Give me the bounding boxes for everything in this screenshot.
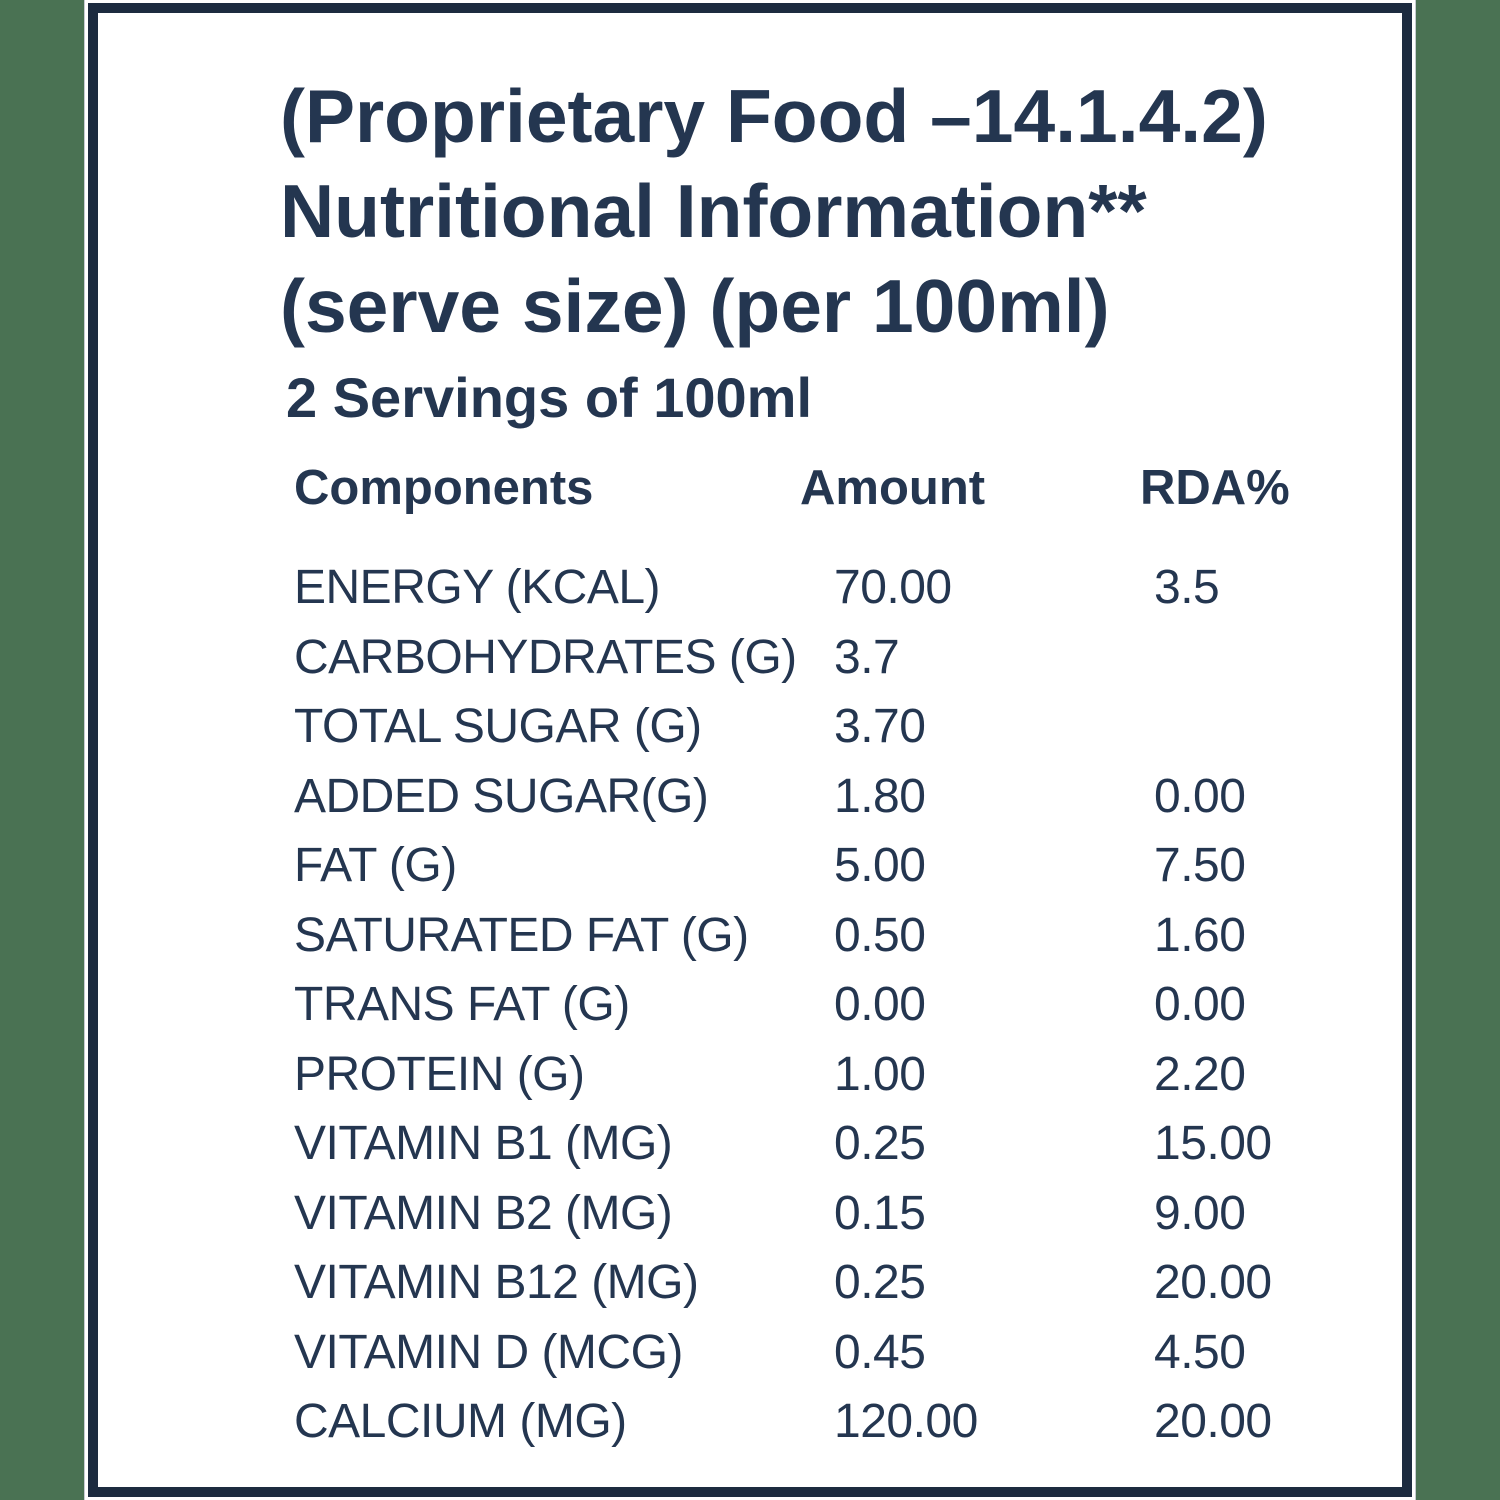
nutrient-amount: 0.25: [834, 1256, 926, 1310]
nutrient-amount: 5.00: [834, 839, 926, 893]
nutrient-amount: 3.7: [834, 630, 900, 684]
title-line-3: (serve size) (per 100ml): [280, 264, 1110, 348]
nutrient-name: VITAMIN B12 (MG): [294, 1256, 699, 1310]
nutrient-name: CARBOHYDRATES (G): [294, 630, 797, 684]
nutrition-label-card: (Proprietary Food –14.1.4.2) Nutritional…: [88, 3, 1412, 1497]
nutrition-table: Components Amount RDA% ENERGY (KCAL) 70.…: [294, 457, 1474, 1448]
table-body: ENERGY (KCAL) 70.00 3.5 CARBOHYDRATES (G…: [294, 553, 1474, 1457]
nutrient-rda: 4.50: [1154, 1325, 1246, 1379]
nutrient-row-total-sugar: TOTAL SUGAR (G) 3.70: [294, 692, 1474, 762]
nutrient-row-protein: PROTEIN (G) 1.00 2.20: [294, 1040, 1474, 1110]
column-header-components: Components: [294, 461, 594, 515]
label-title: (Proprietary Food –14.1.4.2) Nutritional…: [280, 69, 1268, 354]
nutrient-rda: 20.00: [1154, 1256, 1272, 1310]
nutrient-name: TOTAL SUGAR (G): [294, 700, 702, 754]
table-header-row: Components Amount RDA%: [294, 457, 1474, 519]
nutrient-amount: 0.25: [834, 1117, 926, 1171]
nutrient-name: CALCIUM (MG): [294, 1395, 627, 1449]
column-header-rda: RDA%: [1140, 461, 1290, 515]
servings-line: 2 Servings of 100ml: [286, 366, 813, 429]
nutrient-row-vitamin-b2: VITAMIN B2 (MG) 0.15 9.00: [294, 1179, 1474, 1249]
nutrient-name: VITAMIN B2 (MG): [294, 1186, 673, 1240]
nutrient-rda: 20.00: [1154, 1395, 1272, 1449]
nutrient-row-vitamin-b12: VITAMIN B12 (MG) 0.25 20.00: [294, 1248, 1474, 1318]
nutrient-name: TRANS FAT (G): [294, 978, 630, 1032]
nutrient-name: ENERGY (KCAL): [294, 561, 661, 615]
nutrient-rda: 15.00: [1154, 1117, 1272, 1171]
nutrient-name: VITAMIN D (MCG): [294, 1325, 683, 1379]
nutrient-row-trans-fat: TRANS FAT (G) 0.00 0.00: [294, 970, 1474, 1040]
nutrient-name: ADDED SUGAR(G): [294, 769, 709, 823]
nutrient-rda: 1.60: [1154, 908, 1246, 962]
nutrient-row-added-sugar: ADDED SUGAR(G) 1.80 0.00: [294, 762, 1474, 832]
nutrient-amount: 0.00: [834, 978, 926, 1032]
nutrient-row-saturated-fat: SATURATED FAT (G) 0.50 1.60: [294, 901, 1474, 971]
nutrient-rda: 0.00: [1154, 978, 1246, 1032]
nutrient-amount: 0.50: [834, 908, 926, 962]
title-line-2: Nutritional Information**: [280, 169, 1147, 253]
nutrient-row-carbohydrates: CARBOHYDRATES (G) 3.7: [294, 623, 1474, 693]
nutrient-name: PROTEIN (G): [294, 1047, 585, 1101]
nutrient-rda: 3.5: [1154, 561, 1220, 615]
nutrient-rda: 7.50: [1154, 839, 1246, 893]
nutrient-amount: 70.00: [834, 561, 952, 615]
nutrient-rda: 9.00: [1154, 1186, 1246, 1240]
nutrient-rda: 2.20: [1154, 1047, 1246, 1101]
nutrient-amount: 0.15: [834, 1186, 926, 1240]
nutrient-row-vitamin-d: VITAMIN D (MCG) 0.45 4.50: [294, 1318, 1474, 1388]
nutrient-rda: 0.00: [1154, 769, 1246, 823]
nutrient-name: VITAMIN B1 (MG): [294, 1117, 673, 1171]
nutrient-row-fat: FAT (G) 5.00 7.50: [294, 831, 1474, 901]
nutrient-amount: 120.00: [834, 1395, 978, 1449]
title-line-1: (Proprietary Food –14.1.4.2): [280, 74, 1268, 158]
nutrient-amount: 1.80: [834, 769, 926, 823]
nutrient-name: SATURATED FAT (G): [294, 908, 749, 962]
column-header-amount: Amount: [800, 461, 986, 515]
nutrient-amount: 0.45: [834, 1325, 926, 1379]
nutrient-row-calcium: CALCIUM (MG) 120.00 20.00: [294, 1387, 1474, 1457]
nutrient-amount: 3.70: [834, 700, 926, 754]
nutrient-row-energy: ENERGY (KCAL) 70.00 3.5: [294, 553, 1474, 623]
nutrient-row-vitamin-b1: VITAMIN B1 (MG) 0.25 15.00: [294, 1109, 1474, 1179]
nutrient-name: FAT (G): [294, 839, 457, 893]
nutrient-amount: 1.00: [834, 1047, 926, 1101]
